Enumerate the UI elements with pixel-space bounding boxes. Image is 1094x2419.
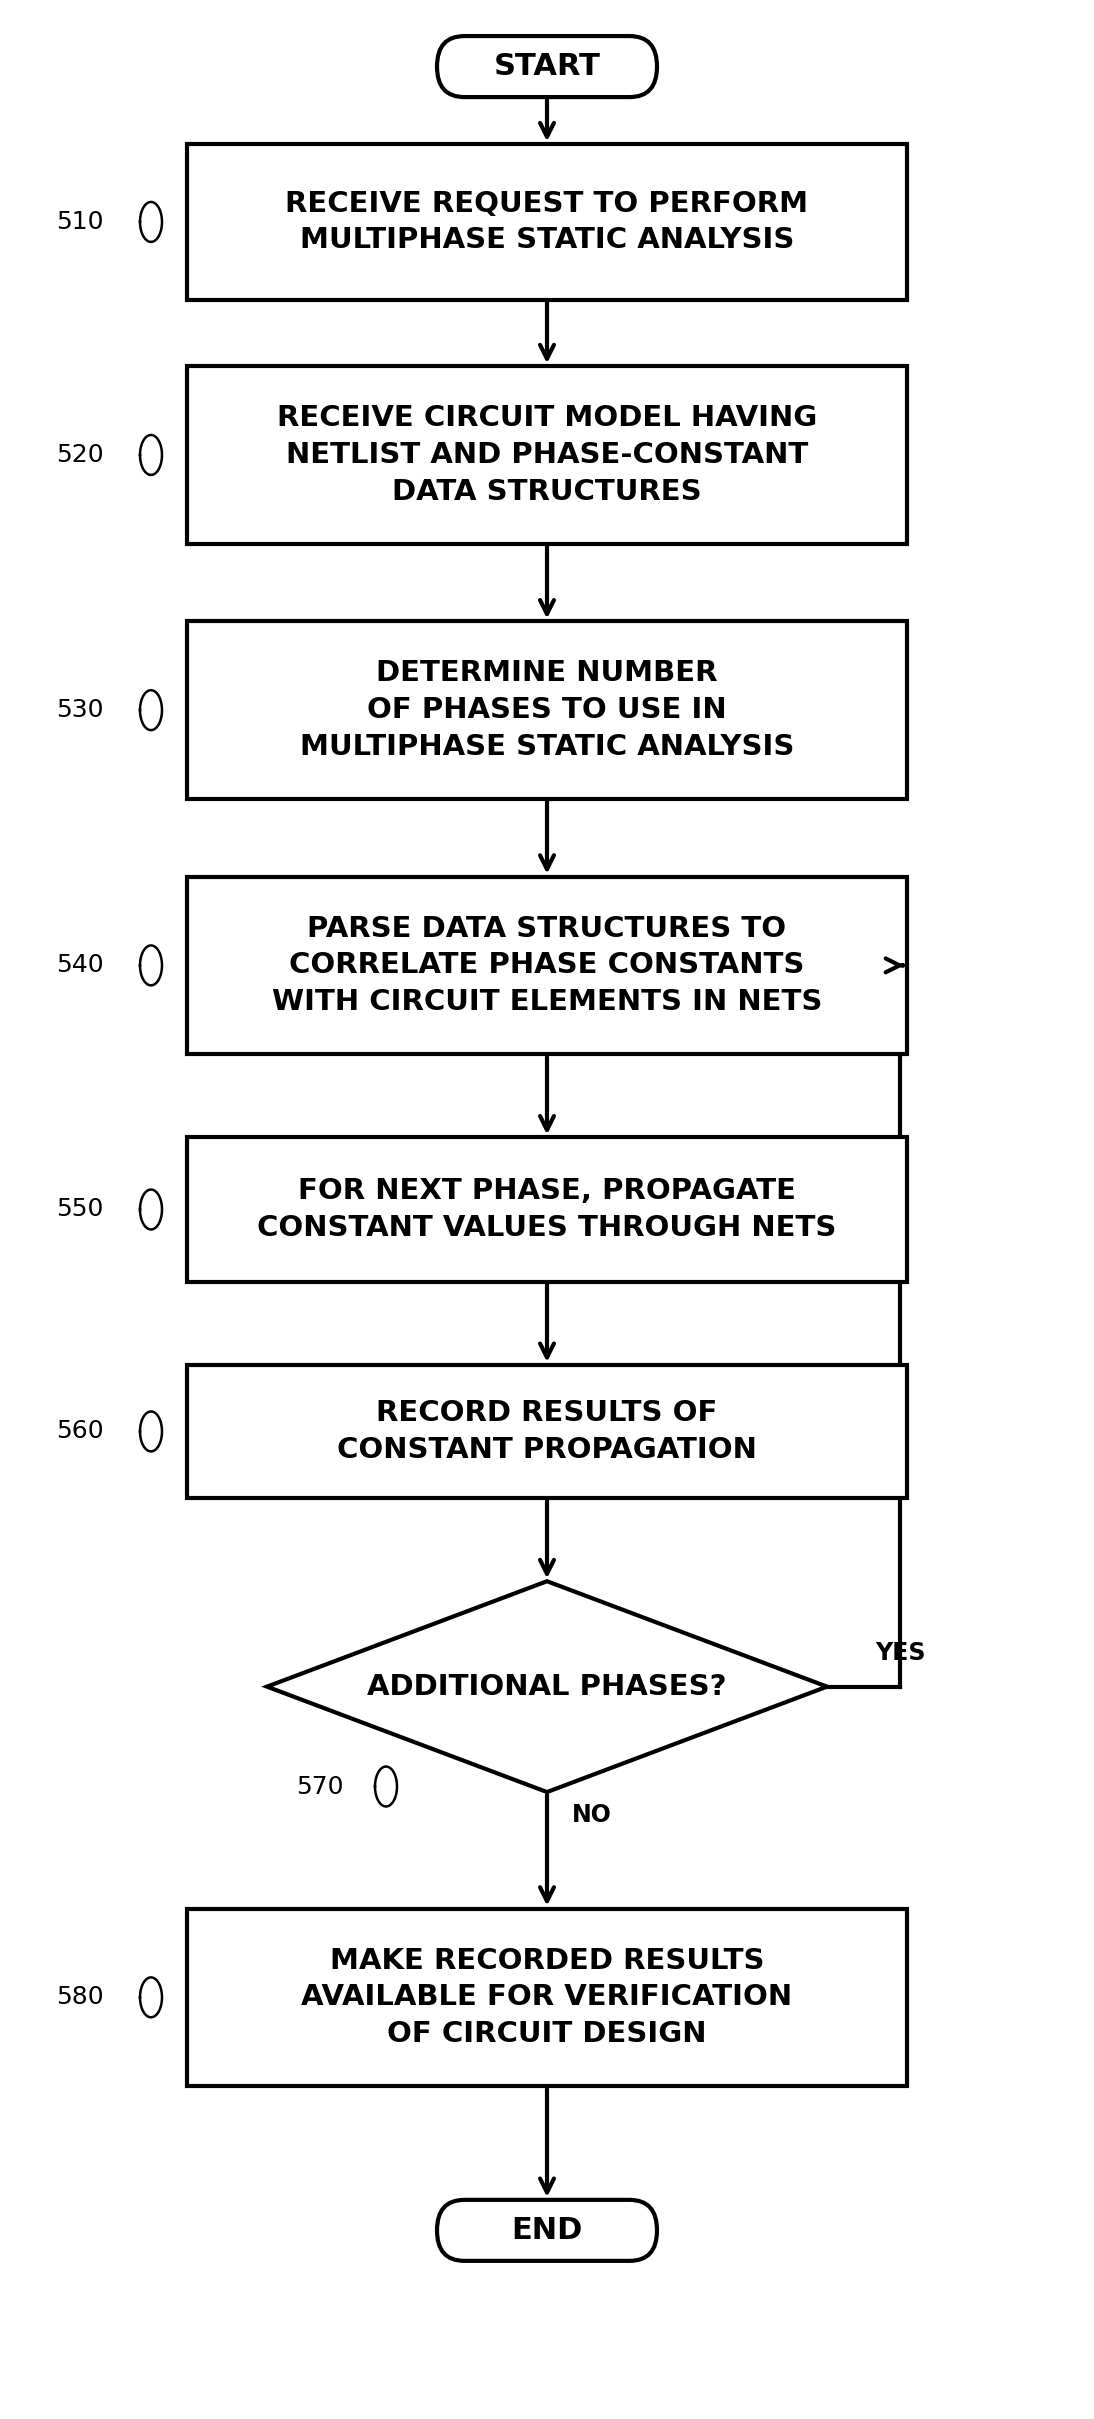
Text: 560: 560 [56,1420,104,1444]
Bar [187,145,907,300]
Bar [187,622,907,798]
Text: 530: 530 [56,699,104,723]
Text: MAKE RECORDED RESULTS
AVAILABLE FOR VERIFICATION
OF CIRCUIT DESIGN: MAKE RECORDED RESULTS AVAILABLE FOR VERI… [302,1947,792,2049]
Text: 520: 520 [56,443,104,467]
Text: YES: YES [875,1643,926,1664]
FancyBboxPatch shape [437,36,657,97]
Bar [187,1909,907,2085]
Text: PARSE DATA STRUCTURES TO
CORRELATE PHASE CONSTANTS
WITH CIRCUIT ELEMENTS IN NETS: PARSE DATA STRUCTURES TO CORRELATE PHASE… [271,914,823,1016]
Text: END: END [511,2216,583,2245]
Text: NO: NO [572,1802,612,1826]
Text: ADDITIONAL PHASES?: ADDITIONAL PHASES? [368,1672,726,1701]
Text: RECEIVE CIRCUIT MODEL HAVING
NETLIST AND PHASE-CONSTANT
DATA STRUCTURES: RECEIVE CIRCUIT MODEL HAVING NETLIST AND… [277,404,817,506]
Text: 510: 510 [56,210,104,235]
Text: 550: 550 [56,1197,104,1222]
Bar [187,1364,907,1497]
Text: FOR NEXT PHASE, PROPAGATE
CONSTANT VALUES THROUGH NETS: FOR NEXT PHASE, PROPAGATE CONSTANT VALUE… [257,1178,837,1241]
Text: 570: 570 [296,1776,344,1797]
Bar [187,1137,907,1282]
Bar [187,365,907,544]
Text: RECEIVE REQUEST TO PERFORM
MULTIPHASE STATIC ANALYSIS: RECEIVE REQUEST TO PERFORM MULTIPHASE ST… [286,189,808,254]
Text: DETERMINE NUMBER
OF PHASES TO USE IN
MULTIPHASE STATIC ANALYSIS: DETERMINE NUMBER OF PHASES TO USE IN MUL… [300,660,794,762]
Polygon shape [267,1582,827,1792]
Text: START: START [493,53,601,82]
Text: RECORD RESULTS OF
CONSTANT PROPAGATION: RECORD RESULTS OF CONSTANT PROPAGATION [337,1398,757,1463]
Text: 580: 580 [56,1986,104,2010]
Text: 540: 540 [56,953,104,977]
FancyBboxPatch shape [437,2199,657,2262]
Bar [187,876,907,1055]
